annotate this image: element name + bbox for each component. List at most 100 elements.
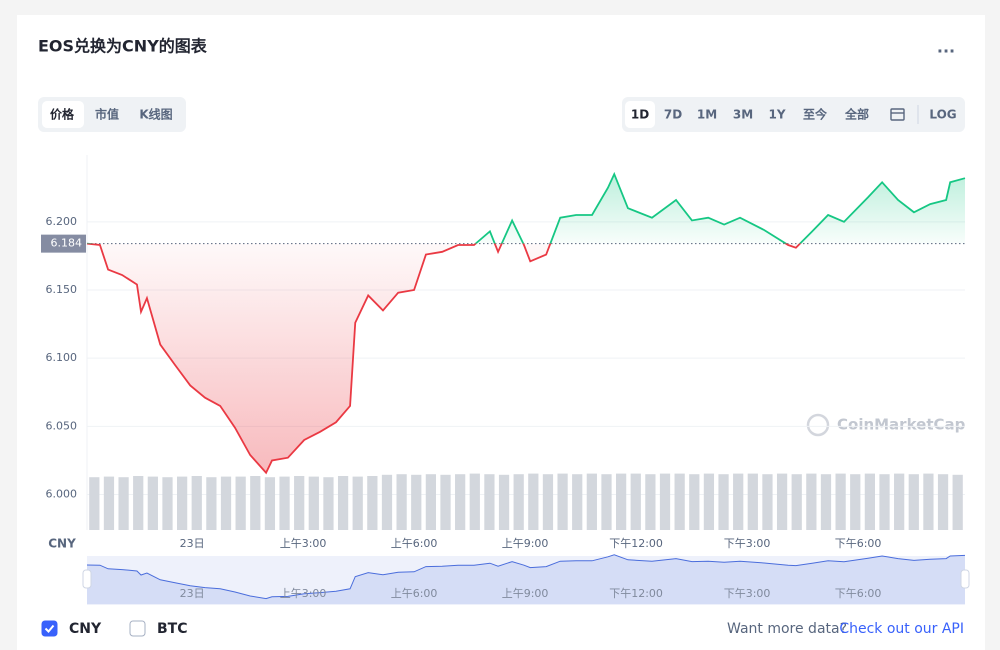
range-button[interactable]: 7D xyxy=(664,108,682,122)
volume-bar xyxy=(250,476,261,530)
menu[interactable]: ... xyxy=(937,38,955,57)
area-fill xyxy=(87,174,965,473)
x-tick-label: 下午12:00 xyxy=(609,537,663,550)
checkmark xyxy=(44,624,55,633)
volume-bar xyxy=(557,473,568,530)
volume-bar xyxy=(118,477,129,530)
volume-bar xyxy=(381,474,393,530)
volume-bar xyxy=(674,473,685,530)
volume-bar xyxy=(572,474,583,530)
watermark xyxy=(806,413,830,437)
volume-bar xyxy=(615,473,627,530)
volume-bar xyxy=(864,473,876,530)
range-button[interactable]: 1Y xyxy=(768,108,785,122)
range-button[interactable]: 至今 xyxy=(803,107,828,122)
volume-bar xyxy=(630,473,641,530)
volume-bar xyxy=(162,477,173,530)
y-tick-label: 6.150 xyxy=(46,283,78,296)
volume-bar xyxy=(455,474,466,530)
volume-bar xyxy=(586,473,597,530)
volume-bar xyxy=(645,474,656,530)
range-button[interactable]: 全部 xyxy=(844,107,869,122)
y-tick-label: 6.050 xyxy=(46,419,78,432)
volume-bar xyxy=(308,476,319,530)
volume-bar xyxy=(440,474,451,530)
navigator-bg xyxy=(87,556,965,605)
navigator-tick-label: 下午12:00 xyxy=(609,587,663,600)
volume-bar xyxy=(923,473,934,530)
volume-bar xyxy=(103,476,115,530)
y-tick-label: 6.200 xyxy=(46,215,78,228)
volume-bar xyxy=(294,476,305,530)
volume-bar xyxy=(498,474,510,530)
volume-bar xyxy=(484,474,495,530)
x-tick-label: 下午3:00 xyxy=(724,537,771,550)
chart-title: EOS兑换为CNY的图表 xyxy=(38,37,208,56)
volume-bar xyxy=(952,474,963,530)
navigator-area xyxy=(87,554,965,604)
volume-bar xyxy=(352,476,363,530)
active-range xyxy=(625,101,655,128)
range-button[interactable]: 3M xyxy=(733,108,753,122)
volume-bar xyxy=(747,473,758,530)
axis-unit: CNY xyxy=(48,537,76,551)
log-button[interactable]: LOG xyxy=(929,108,956,122)
navigator-tick-label: 23日 xyxy=(180,587,205,600)
volume-bar xyxy=(835,473,846,530)
calendar-icon[interactable] xyxy=(890,108,905,121)
tab[interactable]: 市值 xyxy=(95,107,119,122)
volume-bar xyxy=(235,476,246,530)
volume-bar xyxy=(762,474,773,530)
volume-bar xyxy=(147,476,158,530)
volume-bar xyxy=(513,474,524,530)
volume-bar xyxy=(718,474,729,530)
volume-bar xyxy=(542,474,554,530)
checkbox[interactable] xyxy=(41,620,58,637)
x-tick-label: 下午6:00 xyxy=(835,537,882,550)
navigator-handle[interactable] xyxy=(82,569,92,589)
navigator-line xyxy=(86,554,966,600)
volume-bar xyxy=(337,476,349,530)
volume-bar xyxy=(89,477,100,530)
volume-bar xyxy=(264,477,276,530)
tab[interactable]: K线图 xyxy=(139,107,172,122)
volume-bar xyxy=(425,474,437,530)
range-button[interactable]: 1D xyxy=(631,108,649,122)
volume-bar xyxy=(396,474,407,530)
volume-bar xyxy=(528,473,539,530)
navigator-tick-label: 上午3:00 xyxy=(280,587,327,600)
watermark-text: CoinMarketCap xyxy=(837,416,966,434)
volume-bar xyxy=(279,476,290,530)
volume-bar xyxy=(176,476,188,530)
x-tick-label: 上午6:00 xyxy=(391,537,438,550)
volume-bar xyxy=(659,473,671,530)
navigator-handle[interactable] xyxy=(960,569,970,589)
volume-bar xyxy=(206,477,217,530)
checkbox[interactable] xyxy=(129,620,146,637)
volume-bar xyxy=(937,474,949,530)
active-tab xyxy=(42,101,84,128)
x-tick-label: 上午3:00 xyxy=(280,537,327,550)
volume-bar xyxy=(850,474,861,530)
tab[interactable]: 价格 xyxy=(50,107,75,122)
api-link[interactable]: Check out our API xyxy=(839,621,964,637)
volume-bar xyxy=(133,476,144,530)
y-tick-label: 6.100 xyxy=(46,351,78,364)
price-line xyxy=(86,171,966,475)
volume-bar xyxy=(191,476,202,530)
x-tick-label: 上午9:00 xyxy=(502,537,549,550)
navigator-tick-label: 下午6:00 xyxy=(835,587,882,600)
volume-bar xyxy=(791,474,802,530)
volume-bar xyxy=(323,477,334,530)
volume-bar xyxy=(879,474,890,530)
x-tick-label: 23日 xyxy=(180,537,205,550)
baseline-tag xyxy=(41,234,86,253)
footer-text: Want more data? xyxy=(727,621,847,637)
baseline-label: 6.184 xyxy=(51,237,83,250)
y-tick-label: 6.000 xyxy=(46,488,78,501)
volume-bar xyxy=(733,473,744,530)
volume-bar xyxy=(703,473,715,530)
volume-bar xyxy=(601,474,612,530)
range-button[interactable]: 1M xyxy=(697,108,717,122)
